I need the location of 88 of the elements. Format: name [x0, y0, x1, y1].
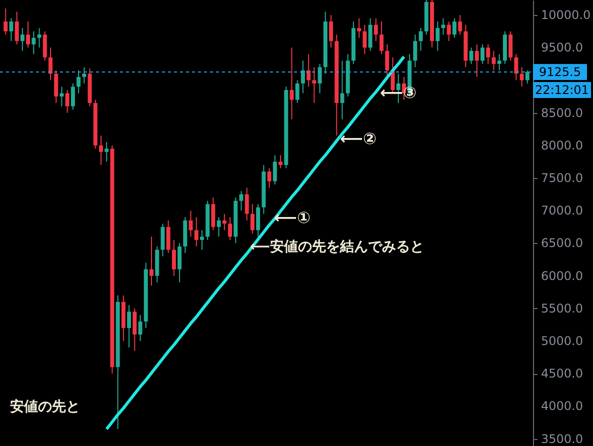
candlestick — [244, 187, 249, 221]
candlestick — [329, 14, 334, 48]
candlestick — [385, 44, 390, 78]
candlestick — [127, 304, 132, 348]
candlestick — [216, 216, 221, 238]
candlestick — [474, 44, 479, 78]
candlestick — [54, 70, 58, 104]
candlestick — [37, 28, 42, 48]
candlestick — [300, 60, 305, 94]
candlestick — [441, 18, 446, 36]
candlestick — [222, 213, 226, 231]
y-tick-label: 8500.0 — [541, 106, 583, 120]
candlestick — [418, 28, 423, 52]
annotation: 安値の先と — [10, 398, 80, 415]
candlestick — [104, 142, 109, 162]
candlestick — [492, 50, 496, 71]
candlestick — [194, 216, 198, 247]
candlestick — [374, 18, 378, 42]
candlestick — [525, 70, 530, 84]
candlestick — [48, 47, 52, 81]
y-tick-label: 5500.0 — [541, 301, 583, 316]
candlestick — [256, 204, 260, 238]
y-tick-label: 6000.0 — [541, 268, 583, 283]
ref-line-label: 9125.5 — [539, 65, 581, 80]
candlestick — [166, 220, 170, 254]
candlestick — [250, 204, 254, 234]
candlestick — [98, 135, 103, 166]
candlestick — [132, 308, 137, 352]
candlestick — [340, 60, 344, 120]
candlestick — [380, 21, 384, 55]
candlestick — [138, 314, 142, 342]
candlestick — [278, 154, 283, 169]
y-tick-label: 4500.0 — [541, 366, 583, 381]
y-tick-label: 8000.0 — [541, 138, 583, 152]
candlestick — [65, 89, 70, 114]
y-tick-label: 4000.0 — [541, 399, 583, 414]
candlestick — [312, 66, 316, 104]
candlestick — [239, 190, 244, 212]
candlestick — [436, 21, 440, 52]
annotation: ⟵① — [274, 208, 310, 227]
candlestick — [70, 82, 75, 110]
candlestick — [160, 223, 165, 257]
candlestick — [14, 11, 19, 45]
candlestick — [357, 18, 362, 38]
candlestick — [508, 30, 513, 62]
candlestick — [149, 236, 154, 286]
candlestick — [26, 21, 30, 48]
y-tick-label: 7000.0 — [541, 204, 583, 218]
candlestick — [446, 21, 451, 42]
candlestick — [452, 18, 456, 38]
candlestick — [211, 197, 216, 231]
candlestick — [178, 242, 182, 283]
y-tick-label: 6500.0 — [541, 236, 583, 250]
candlestick — [267, 168, 272, 188]
candlestick — [42, 30, 47, 62]
candlestick — [172, 239, 176, 276]
candlestick — [76, 70, 81, 94]
candlestick — [4, 8, 8, 36]
annotation: ⟵② — [340, 129, 376, 148]
candlestick — [82, 66, 86, 84]
candlestick — [290, 47, 294, 120]
y-tick-label: 7500.0 — [541, 171, 583, 186]
candlestick — [32, 30, 36, 55]
candlestick — [188, 210, 193, 238]
y-tick-label: 3500.0 — [541, 432, 583, 446]
candlestick — [368, 18, 372, 52]
candlestick — [520, 66, 524, 88]
candlestick — [295, 80, 300, 104]
candlestick — [272, 154, 277, 186]
candlestick — [497, 54, 502, 71]
candlestick — [200, 230, 204, 250]
candlestick — [228, 216, 232, 240]
candlestick — [306, 54, 311, 88]
candlestick — [514, 54, 518, 81]
candlestick — [458, 14, 462, 36]
candlestick — [9, 18, 14, 42]
y-tick-label: 9500.0 — [541, 40, 583, 55]
candlestick — [486, 44, 490, 64]
candlestick — [60, 86, 64, 107]
y-tick-label: 10000.0 — [541, 8, 591, 22]
candlestick — [362, 24, 367, 55]
candlestick — [20, 28, 24, 52]
y-tick-label: 5000.0 — [541, 334, 583, 348]
candlestick — [413, 34, 418, 68]
text: 22:12:01 — [535, 83, 589, 98]
candlestick — [480, 44, 485, 64]
candlestick — [318, 63, 322, 94]
candlestick — [469, 47, 474, 64]
